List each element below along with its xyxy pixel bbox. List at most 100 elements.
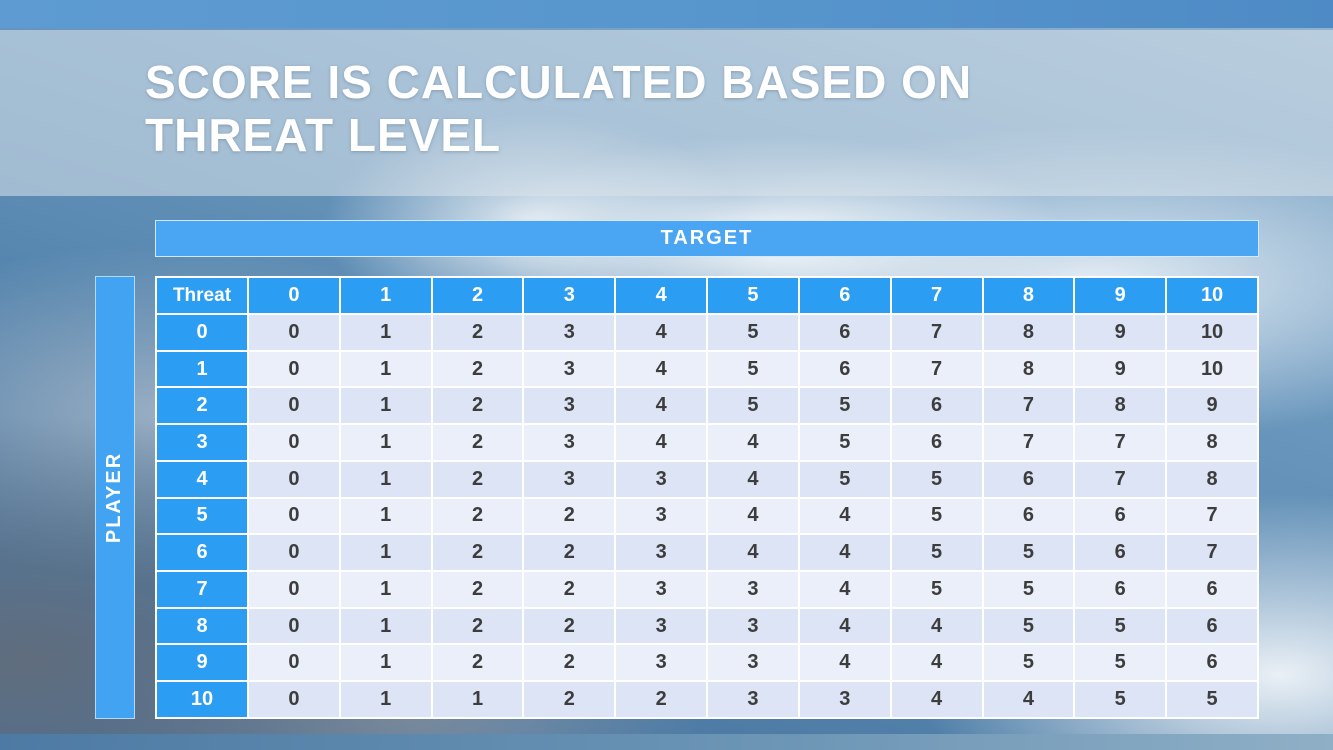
score-cell: 6 <box>797 313 892 352</box>
column-header-10: 10 <box>1165 276 1259 315</box>
score-cell: 1 <box>338 606 433 646</box>
column-header-row: Threat 0 1 2 3 4 5 6 7 8 9 10 <box>155 276 1259 315</box>
column-header-0: 0 <box>247 276 341 315</box>
score-cell: 7 <box>981 386 1076 426</box>
score-cell: 3 <box>706 643 800 683</box>
score-cell: 1 <box>338 459 433 499</box>
score-cell: 2 <box>430 606 525 646</box>
score-cell: 2 <box>614 680 709 719</box>
score-cell: 5 <box>981 533 1076 573</box>
score-cell: 3 <box>706 680 800 719</box>
score-cell: 0 <box>247 313 341 352</box>
score-cell: 5 <box>1073 680 1168 719</box>
score-cell: 10 <box>1165 313 1259 352</box>
table-row-threat-10: 10 0 1 1 2 2 3 3 4 4 5 5 <box>155 680 1259 719</box>
score-cell: 3 <box>522 459 617 499</box>
slide-title: SCORE IS CALCULATED BASED ON THREAT LEVE… <box>145 56 972 162</box>
score-cell: 3 <box>797 680 892 719</box>
score-cell: 10 <box>1165 349 1259 389</box>
score-cell: 5 <box>706 349 800 389</box>
column-header-6: 6 <box>797 276 892 315</box>
corner-cell-threat: Threat <box>155 276 249 315</box>
score-cell: 2 <box>430 386 525 426</box>
score-cell: 4 <box>614 313 709 352</box>
score-cell: 1 <box>338 386 433 426</box>
score-cell: 4 <box>889 606 984 646</box>
score-cell: 2 <box>430 496 525 536</box>
score-cell: 4 <box>614 423 709 462</box>
score-cell: 4 <box>797 496 892 536</box>
bottom-accent-bar <box>0 734 1333 750</box>
score-cell: 5 <box>1073 606 1168 646</box>
score-cell: 5 <box>706 313 800 352</box>
score-cell: 2 <box>430 313 525 352</box>
score-cell: 0 <box>247 680 341 719</box>
score-cell: 2 <box>430 459 525 499</box>
score-cell: 5 <box>1073 643 1168 683</box>
column-header-3: 3 <box>522 276 617 315</box>
score-cell: 1 <box>430 680 525 719</box>
score-cell: 7 <box>981 423 1076 462</box>
score-cell: 1 <box>338 423 433 462</box>
score-cell: 9 <box>1073 349 1168 389</box>
score-cell: 0 <box>247 349 341 389</box>
score-cell: 6 <box>1073 570 1168 609</box>
score-cell: 2 <box>522 606 617 646</box>
score-cell: 3 <box>614 533 709 573</box>
score-cell: 2 <box>430 423 525 462</box>
score-cell: 3 <box>522 423 617 462</box>
score-cell: 4 <box>706 496 800 536</box>
score-cell: 5 <box>797 386 892 426</box>
score-cell: 8 <box>1073 386 1168 426</box>
score-cell: 0 <box>247 386 341 426</box>
score-cell: 5 <box>981 606 1076 646</box>
score-cell: 1 <box>338 349 433 389</box>
score-cell: 3 <box>614 570 709 609</box>
score-cell: 5 <box>889 496 984 536</box>
score-cell: 0 <box>247 533 341 573</box>
score-table-body: 0 0 1 2 3 4 5 6 7 8 9 10 1 0 1 2 3 4 5 6 7 8 9 10 2 0 1 2 3 4 5 5 6 7 8 9 3 0… <box>155 313 1259 719</box>
score-cell: 4 <box>797 606 892 646</box>
score-cell: 5 <box>889 533 984 573</box>
score-cell: 3 <box>522 313 617 352</box>
score-cell: 7 <box>1073 459 1168 499</box>
score-cell: 3 <box>614 643 709 683</box>
score-cell: 5 <box>797 423 892 462</box>
column-header-9: 9 <box>1073 276 1168 315</box>
score-cell: 7 <box>1165 496 1259 536</box>
row-header-threat-4: 4 <box>155 459 249 499</box>
score-cell: 2 <box>430 533 525 573</box>
row-header-threat-6: 6 <box>155 533 249 573</box>
target-axis-label: TARGET <box>660 227 754 249</box>
score-cell: 3 <box>706 570 800 609</box>
score-cell: 4 <box>889 643 984 683</box>
score-cell: 0 <box>247 606 341 646</box>
table-row-threat-0: 0 0 1 2 3 4 5 6 7 8 9 10 <box>155 313 1259 352</box>
score-cell: 4 <box>706 459 800 499</box>
column-header-1: 1 <box>338 276 433 315</box>
score-cell: 1 <box>338 533 433 573</box>
row-header-threat-9: 9 <box>155 643 249 683</box>
score-cell: 6 <box>981 496 1076 536</box>
score-cell: 7 <box>1073 423 1168 462</box>
column-header-4: 4 <box>614 276 709 315</box>
column-header-7: 7 <box>889 276 984 315</box>
column-header-5: 5 <box>706 276 800 315</box>
score-cell: 6 <box>981 459 1076 499</box>
score-cell: 3 <box>614 496 709 536</box>
row-header-threat-3: 3 <box>155 423 249 462</box>
table-row-threat-1: 1 0 1 2 3 4 5 6 7 8 9 10 <box>155 349 1259 389</box>
score-cell: 1 <box>338 496 433 536</box>
score-cell: 0 <box>247 423 341 462</box>
top-accent-bar <box>0 0 1333 28</box>
score-table-head: Threat 0 1 2 3 4 5 6 7 8 9 10 <box>155 276 1259 315</box>
slide-title-line2: THREAT LEVEL <box>145 108 502 161</box>
score-cell: 6 <box>797 349 892 389</box>
score-cell: 5 <box>981 643 1076 683</box>
